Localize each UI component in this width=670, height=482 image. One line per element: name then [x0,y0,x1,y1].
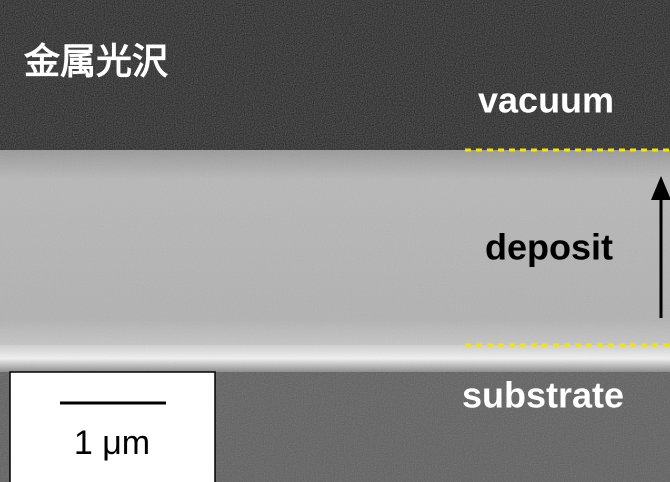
layer-label: substrate [462,375,624,416]
page: {"image": {"corner_label": "金属光沢", "laye… [0,0,670,482]
corner-label: 金属光沢 [23,41,169,82]
layer-label: vacuum [478,80,614,121]
layer-label: deposit [485,227,613,268]
scale-bar-label: 1 μm [74,424,150,462]
interface [0,345,670,372]
sem-image: 金属光沢 vacuum deposit substrate 1 μm [0,0,670,482]
